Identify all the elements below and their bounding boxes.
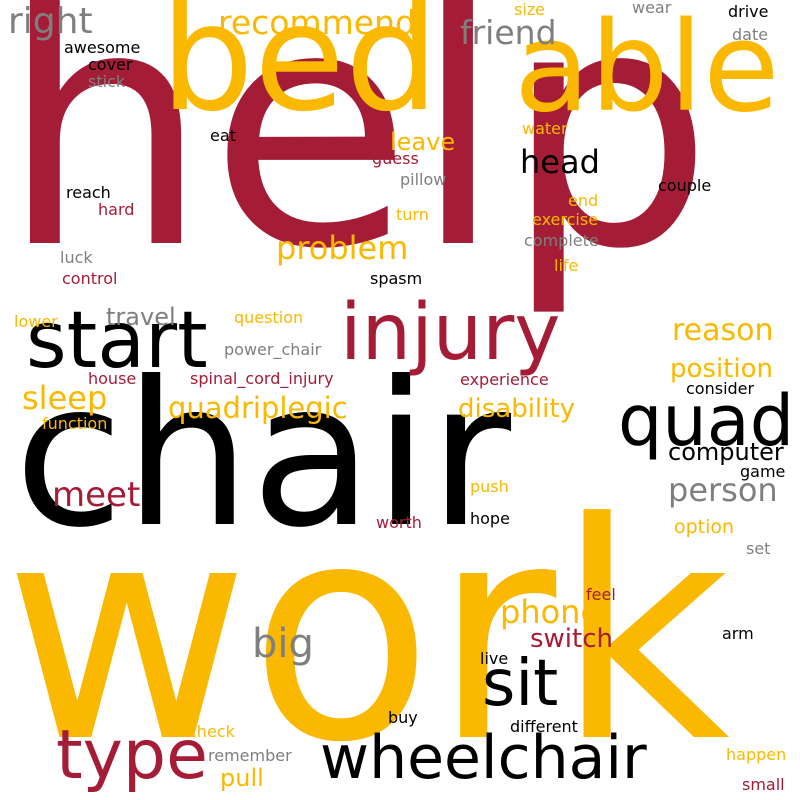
word-turn: turn xyxy=(396,205,429,224)
word-help: help xyxy=(0,0,714,321)
word-consider: consider xyxy=(686,379,755,398)
word-person: person xyxy=(668,471,778,509)
word-pull: pull xyxy=(220,764,264,792)
word-remember: remember xyxy=(208,746,292,765)
word-type: type xyxy=(56,716,208,795)
word-worth: worth xyxy=(376,513,422,532)
word-cover: cover xyxy=(88,55,133,74)
word-head: head xyxy=(520,143,600,181)
word-experience: experience xyxy=(460,370,549,389)
word-guess: guess xyxy=(372,149,419,168)
word-reason: reason xyxy=(672,313,774,348)
word-problem: problem xyxy=(276,229,409,267)
word-phone: phone xyxy=(500,593,601,631)
word-end: end xyxy=(568,191,599,210)
word-control: control xyxy=(62,269,118,288)
word-drive: drive xyxy=(728,2,769,21)
word-position: position xyxy=(670,354,773,384)
word-friend: friend xyxy=(460,13,557,52)
word-water: water xyxy=(522,119,568,138)
word-work: work xyxy=(4,459,730,800)
word-option: option xyxy=(674,516,735,538)
word-meet: meet xyxy=(52,475,141,515)
word-buy: buy xyxy=(388,708,418,727)
word-awesome: awesome xyxy=(64,38,141,57)
word-able: able xyxy=(514,0,780,140)
word-disability: disability xyxy=(458,394,575,424)
word-sit: sit xyxy=(482,647,559,721)
word-check: check xyxy=(188,722,235,741)
word-spinal-cord-injury: spinal_cord_injury xyxy=(190,369,334,388)
word-travel: travel xyxy=(106,303,176,331)
word-computer: computer xyxy=(668,438,784,466)
word-different: different xyxy=(510,717,578,736)
word-happen: happen xyxy=(726,745,787,764)
word-injury: injury xyxy=(340,288,561,378)
word-exercise: exercise xyxy=(532,210,599,229)
word-bed: bed xyxy=(160,0,439,144)
word-hope: hope xyxy=(470,509,510,528)
word-eat: eat xyxy=(210,126,236,145)
word-big: big xyxy=(252,621,314,667)
word-function: function xyxy=(42,414,108,433)
word-sleep: sleep xyxy=(22,379,108,417)
word-size: size xyxy=(514,0,546,19)
word-set: set xyxy=(746,539,771,558)
word-lower: lower xyxy=(14,312,58,331)
word-life: life xyxy=(554,256,579,275)
word-small: small xyxy=(742,775,785,794)
word-date: date xyxy=(732,25,769,44)
word-wear: wear xyxy=(632,0,672,17)
word-pillow: pillow xyxy=(400,170,447,189)
word-recommend: recommend xyxy=(218,3,416,42)
word-push: push xyxy=(470,477,509,496)
word-arm: arm xyxy=(722,624,754,643)
word-couple: couple xyxy=(658,176,712,195)
word-complete: complete xyxy=(524,231,599,250)
word-switch: switch xyxy=(530,624,614,654)
word-power-chair: power_chair xyxy=(224,340,322,359)
word-house: house xyxy=(88,369,137,388)
word-luck: luck xyxy=(60,248,93,267)
word-question: question xyxy=(234,308,304,327)
word-feel: feel xyxy=(586,585,616,604)
word-right: right xyxy=(8,1,93,42)
word-quad: quad xyxy=(618,380,795,462)
word-start: start xyxy=(26,296,208,386)
word-game: game xyxy=(740,462,786,481)
word-quadriplegic: quadriplegic xyxy=(168,391,348,425)
word-spasm: spasm xyxy=(370,269,423,288)
word-hard: hard xyxy=(98,200,135,219)
word-leave: leave xyxy=(390,128,456,156)
word-chair: chair xyxy=(14,339,512,572)
word-wheelchair: wheelchair xyxy=(320,723,647,793)
word-reach: reach xyxy=(66,183,111,202)
word-stick: stick xyxy=(88,72,126,91)
word-live: live xyxy=(480,649,509,668)
